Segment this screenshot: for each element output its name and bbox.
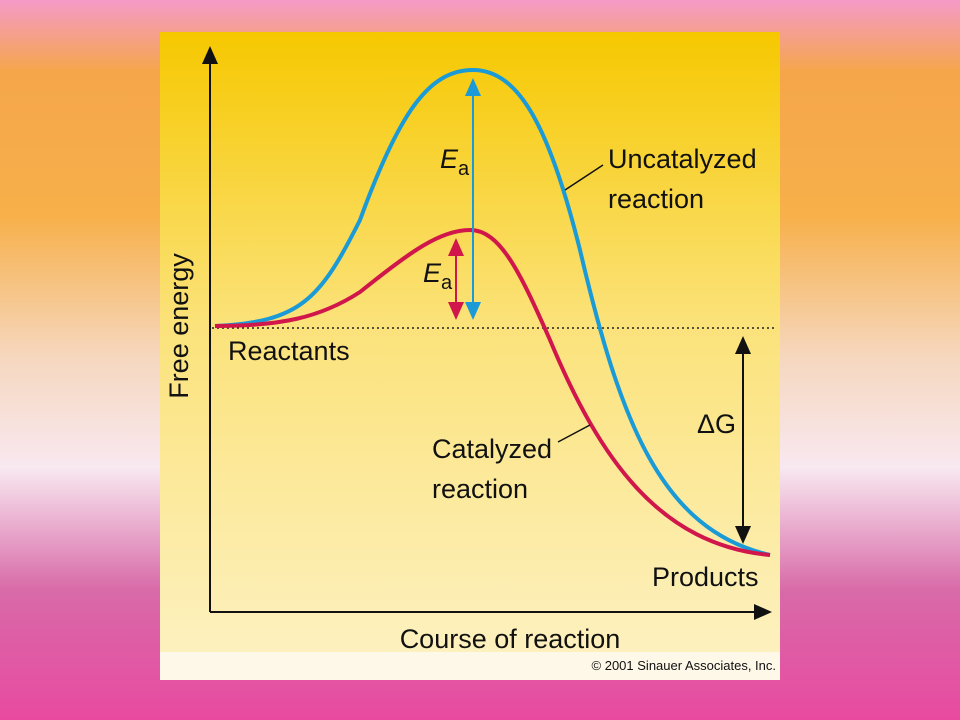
reactants-label: Reactants [228,336,350,366]
catalyzed-ea-label: Ea [423,258,453,294]
y-axis-label: Free energy [164,253,194,399]
subscript: a [441,272,453,294]
uncatalyzed-curve [214,67,771,557]
symbol: E [423,258,442,288]
catalyzed-label-line: reaction [432,474,528,504]
uncatalyzed-label-line: Uncatalyzed [608,144,757,174]
products-label: Products [652,562,759,592]
catalyzed-pointer [557,424,591,443]
subscript: a [458,158,470,180]
credit-strip [160,652,780,680]
uncatalyzed-pointer [564,164,604,191]
symbol: E [440,144,459,174]
catalyzed-label-line: Catalyzed [432,434,552,464]
delta-g-label: ΔG [697,409,736,439]
credit: © 2001 Sinauer Associates, Inc. [592,658,776,673]
uncatalyzed-label-line: reaction [608,184,704,214]
uncatalyzed-ea-label: Ea [440,144,470,180]
x-axis-label: Course of reaction [400,624,621,654]
catalyzed-curve [214,227,771,557]
